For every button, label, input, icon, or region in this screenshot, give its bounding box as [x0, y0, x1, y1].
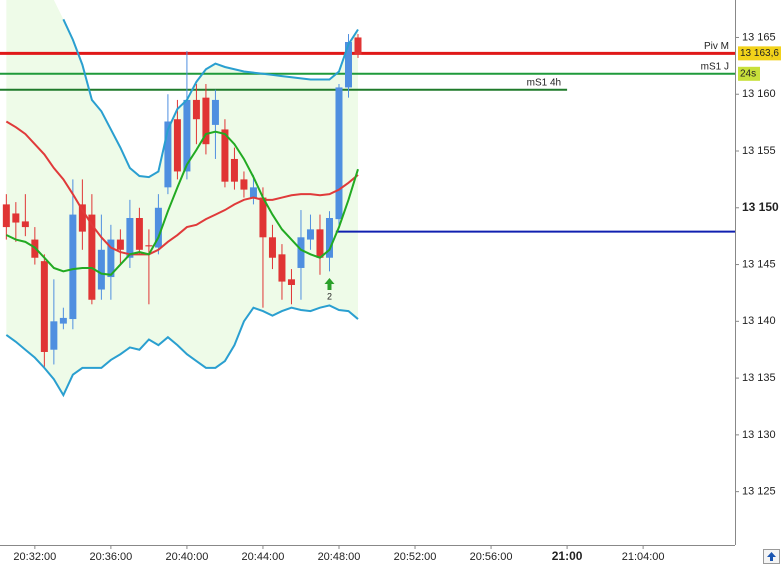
x-tick-label: 20:40:00 — [166, 551, 209, 563]
x-tick-label: 21:00 — [552, 549, 583, 563]
candle-body — [287, 279, 295, 285]
corner-button-icon[interactable] — [767, 552, 776, 561]
level-label: mS1 J — [701, 61, 729, 72]
indicator-line — [5, 304, 359, 398]
candle-body — [97, 249, 105, 290]
x-tick-label: 20:44:00 — [242, 551, 285, 563]
candle-body — [88, 214, 96, 300]
candle-body — [21, 221, 29, 228]
candle-body — [107, 239, 115, 278]
candle-body — [249, 187, 257, 198]
candle-body — [183, 99, 191, 172]
candle-body — [306, 229, 314, 240]
countdown-box — [738, 66, 760, 81]
y-tick-label: 13 150 — [742, 200, 779, 214]
candle-body — [135, 218, 143, 250]
y-tick-label: 13 155 — [742, 145, 776, 157]
candle-body — [335, 87, 343, 220]
candle-body — [69, 214, 77, 320]
candle-body — [344, 42, 352, 88]
y-tick-label: 13 145 — [742, 258, 776, 270]
x-tick-label: 20:36:00 — [89, 551, 132, 563]
candle-body — [230, 158, 238, 182]
candle-body — [316, 229, 324, 258]
y-tick-label: 13 125 — [742, 486, 776, 498]
candle-body — [354, 37, 362, 55]
level-value-box — [738, 46, 781, 61]
candle-body — [325, 218, 333, 258]
candle-body — [173, 119, 181, 172]
x-tick-label: 20:52:00 — [394, 551, 437, 563]
y-tick-label: 13 130 — [742, 429, 776, 441]
level-label: Piv M — [704, 41, 729, 52]
candle-body — [2, 204, 10, 228]
y-tick-label: 13 140 — [742, 315, 776, 327]
candle-body — [297, 237, 305, 268]
candle-body — [145, 245, 153, 247]
candle-body — [78, 204, 86, 232]
y-tick-label: 13 160 — [742, 88, 776, 100]
candle-body — [50, 321, 58, 350]
level-label: mS1 4h — [527, 77, 561, 88]
candle-body — [259, 197, 267, 238]
candle-body — [12, 213, 20, 223]
corner-button[interactable] — [763, 549, 780, 564]
candle-body — [211, 99, 219, 125]
candle-body — [126, 218, 134, 258]
candle-body — [154, 207, 162, 248]
x-tick-label: 20:56:00 — [470, 551, 513, 563]
candle-body — [59, 317, 67, 324]
x-tick-label: 21:04:00 — [622, 551, 665, 563]
candle-body — [40, 261, 48, 352]
signal-label: 2 — [327, 291, 332, 301]
signal-arrow — [324, 277, 335, 290]
y-tick-label: 13 165 — [742, 31, 776, 43]
x-tick-label: 20:48:00 — [318, 551, 361, 563]
countdown-label: 24s — [740, 68, 756, 79]
candle-body — [164, 121, 172, 188]
candle-body — [278, 254, 286, 282]
candle-body — [221, 129, 229, 182]
candle-body — [268, 237, 276, 258]
candle-body — [202, 97, 210, 145]
candle-body — [192, 99, 200, 120]
candle-body — [240, 179, 248, 190]
x-tick-label: 20:32:00 — [13, 551, 56, 563]
y-tick-label: 13 135 — [742, 372, 776, 384]
candle-body — [116, 239, 124, 250]
indicator-line — [5, 130, 359, 276]
indicator-line — [5, 120, 359, 256]
indicator-line — [62, 18, 359, 179]
level-value-label: 13 163,6 — [740, 48, 779, 59]
